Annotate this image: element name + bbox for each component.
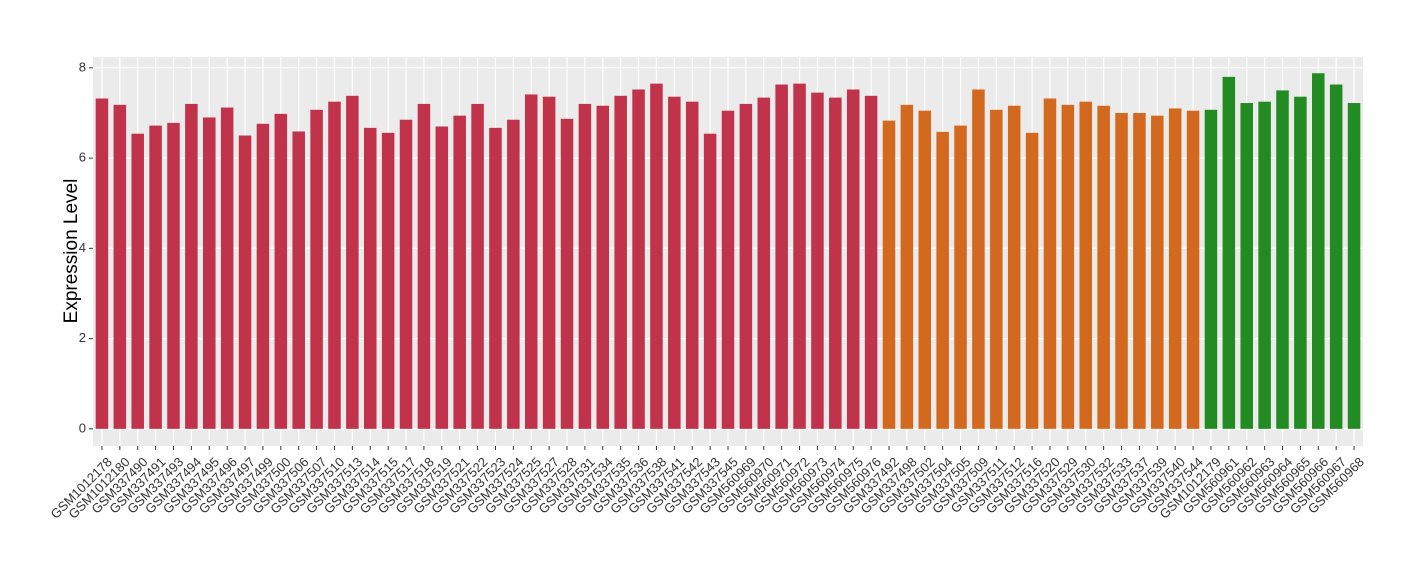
bar (524, 94, 538, 429)
bar (560, 118, 574, 429)
bar (775, 84, 788, 429)
bar (1258, 101, 1271, 429)
bar (739, 103, 753, 429)
y-tick-label: 8 (79, 59, 86, 74)
y-axis-label: Expression Level (61, 179, 82, 324)
bar (864, 95, 878, 429)
bar (1312, 73, 1325, 429)
bar (381, 132, 395, 429)
bar (489, 127, 502, 429)
bar (435, 126, 449, 429)
bar (113, 104, 127, 429)
bar (1097, 105, 1110, 429)
bar (542, 96, 556, 429)
y-tick-label: 2 (79, 330, 86, 345)
bar (1294, 96, 1307, 429)
bar (203, 117, 216, 429)
bar (918, 110, 932, 429)
bar (238, 135, 252, 429)
bar (1347, 103, 1361, 429)
bar (328, 101, 341, 429)
bar (453, 115, 466, 429)
bar (882, 120, 896, 429)
y-tick-label: 4 (79, 240, 86, 255)
bar (1079, 101, 1093, 429)
bar (1240, 103, 1253, 429)
bar (596, 105, 610, 429)
bar (1168, 108, 1182, 429)
bar (650, 83, 663, 429)
bar (417, 103, 431, 429)
bar (471, 103, 484, 429)
bar (256, 123, 270, 429)
bars (95, 73, 1361, 429)
bar (936, 131, 949, 429)
bar (507, 119, 520, 429)
bar (346, 95, 359, 429)
bar (632, 89, 645, 429)
bar (1061, 104, 1075, 429)
bar (846, 89, 860, 429)
bar (1151, 115, 1164, 429)
bar (185, 103, 198, 429)
bar (685, 101, 699, 429)
bar (811, 92, 824, 429)
bar (829, 97, 842, 429)
bar (900, 104, 914, 429)
bar (1115, 112, 1128, 429)
bar (399, 119, 413, 429)
bar (793, 83, 806, 429)
bar (721, 110, 735, 429)
bar (578, 103, 592, 429)
bar (1133, 112, 1146, 429)
labels: 02468GSM1012178GSM1012180GSM337490GSM337… (48, 59, 1367, 521)
bar (1007, 105, 1021, 429)
bar (668, 96, 681, 429)
bar (972, 89, 985, 429)
bar (1043, 98, 1057, 429)
bar (757, 97, 771, 429)
bar (167, 122, 180, 429)
bar (954, 125, 967, 429)
bar (274, 113, 288, 429)
bar (1204, 109, 1218, 429)
bar (1222, 76, 1236, 429)
y-tick-label: 0 (79, 420, 86, 435)
bar (149, 125, 162, 429)
bar (363, 127, 377, 429)
bar (310, 109, 323, 429)
bar (220, 107, 234, 429)
bar (1276, 90, 1289, 429)
bar (1186, 110, 1200, 429)
bar (990, 109, 1003, 429)
bar (1025, 132, 1039, 429)
bar (614, 95, 627, 429)
bar (1329, 84, 1343, 429)
bar (703, 133, 717, 429)
y-tick-label: 6 (79, 150, 86, 165)
bar (95, 98, 109, 429)
bar (292, 131, 305, 429)
bar (131, 133, 144, 429)
